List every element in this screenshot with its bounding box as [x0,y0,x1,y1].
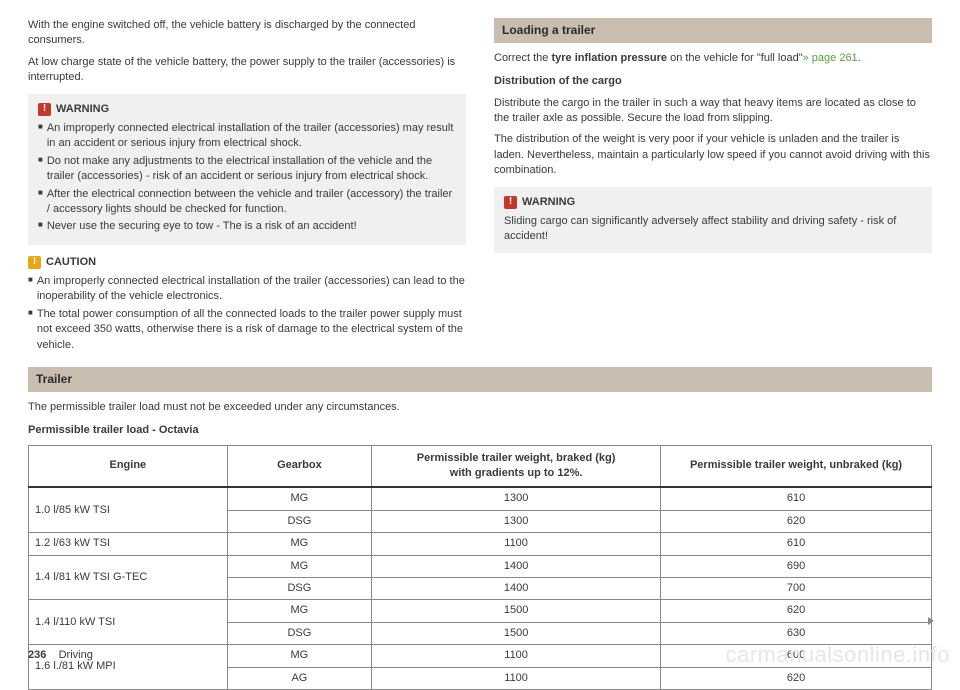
warning-text: After the electrical connection between … [47,187,456,218]
cell-unbraked: 610 [661,533,932,555]
page-footer: 236 Driving [28,648,93,663]
col-braked: Permissible trailer weight, braked (kg)w… [372,445,661,487]
cell-braked: 1400 [372,577,661,599]
caution-title: ! CAUTION [28,255,466,270]
caution-label: CAUTION [46,255,96,270]
table-title: Permissible trailer load - Octavia [28,423,932,438]
body-text: Distribute the cargo in the trailer in s… [494,96,932,127]
cell-braked: 1500 [372,600,661,622]
continue-arrow-icon [928,617,934,625]
bullet-icon: ■ [28,274,33,305]
cell-unbraked: 690 [661,555,932,577]
warning-title: ! WARNING [504,195,922,210]
col-unbraked: Permissible trailer weight, unbraked (kg… [661,445,932,487]
watermark: carmanualsonline.info [725,640,950,671]
cell-unbraked: 700 [661,577,932,599]
caution-text: The total power consumption of all the c… [37,307,466,353]
cell-braked: 1100 [372,667,661,689]
body-text: The distribution of the weight is very p… [494,132,932,178]
right-column: Loading a trailer Correct the tyre infla… [494,18,932,355]
col-gearbox: Gearbox [227,445,371,487]
cell-braked: 1500 [372,622,661,644]
warning-item: ■An improperly connected electrical inst… [38,121,456,152]
two-column-layout: With the engine switched off, the vehicl… [28,18,932,355]
warning-text: Sliding cargo can significantly adversel… [504,214,922,245]
cell-gearbox: MG [227,600,371,622]
bullet-icon: ■ [38,154,43,185]
cell-unbraked: 610 [661,487,932,510]
cell-gearbox: MG [227,555,371,577]
cell-unbraked: 620 [661,600,932,622]
text-bold: tyre inflation pressure [551,52,667,64]
cell-gearbox: MG [227,645,371,667]
cell-gearbox: DSG [227,622,371,644]
sub-heading: Distribution of the cargo [494,74,932,89]
warning-label: WARNING [522,195,575,210]
body-text: The permissible trailer load must not be… [28,400,932,415]
warning-box: ! WARNING ■An improperly connected elect… [28,94,466,245]
page-link[interactable]: » page 261 [803,52,858,64]
warning-text: Never use the securing eye to tow - The … [47,219,357,234]
caution-text: An improperly connected electrical insta… [37,274,466,305]
table-row: 1.4 l/81 kW TSI G-TEC MG 1400 690 [29,555,932,577]
text-fragment: Correct the [494,52,551,64]
warning-item: ■ Never use the securing eye to tow - The… [38,219,456,234]
col-engine: Engine [29,445,228,487]
bullet-icon: ■ [28,307,33,353]
page-content: With the engine switched off, the vehicl… [0,0,960,690]
cell-gearbox: AG [227,667,371,689]
chapter-name: Driving [59,649,93,661]
warning-icon: ! [504,196,517,209]
left-column: With the engine switched off, the vehicl… [28,18,466,355]
cell-braked: 1100 [372,645,661,667]
section-header-loading: Loading a trailer [494,18,932,43]
warning-icon: ! [38,103,51,116]
body-text: With the engine switched off, the vehicl… [28,18,466,49]
cell-gearbox: DSG [227,577,371,599]
cell-gearbox: MG [227,533,371,555]
body-text: At low charge state of the vehicle batte… [28,55,466,86]
caution-item: ■An improperly connected electrical inst… [28,274,466,305]
cell-gearbox: MG [227,487,371,510]
table-row: 1.2 l/63 kW TSI MG 1100 610 [29,533,932,555]
sub-heading-text: Distribution of the cargo [494,75,622,87]
table-row: 1.0 l/85 kW TSI MG 1300 610 [29,487,932,510]
cell-engine: 1.4 l/110 kW TSI [29,600,228,645]
cell-unbraked: 620 [661,510,932,532]
cell-gearbox: DSG [227,510,371,532]
cell-braked: 1300 [372,510,661,532]
cell-engine: 1.4 l/81 kW TSI G-TEC [29,555,228,600]
warning-item: ■Do not make any adjustments to the elec… [38,154,456,185]
page-number: 236 [28,649,46,661]
cell-engine: 1.0 l/85 kW TSI [29,487,228,532]
bullet-icon: ■ [38,121,43,152]
caution-item: ■The total power consumption of all the … [28,307,466,353]
text-fragment: on the vehicle for "full load" [667,52,803,64]
body-text: Correct the tyre inflation pressure on t… [494,51,932,66]
warning-box: ! WARNING Sliding cargo can significantl… [494,187,932,253]
warning-label: WARNING [56,102,109,117]
warning-text: An improperly connected electrical insta… [47,121,456,152]
bullet-icon: ■ [38,219,43,234]
cell-braked: 1100 [372,533,661,555]
table-row: 1.4 l/110 kW TSI MG 1500 620 [29,600,932,622]
warning-title: ! WARNING [38,102,456,117]
warning-text: Do not make any adjustments to the elect… [47,154,456,185]
cell-braked: 1400 [372,555,661,577]
cell-braked: 1300 [372,487,661,510]
text-fragment: . [858,52,861,64]
section-header-trailer: Trailer [28,367,932,392]
cell-engine: 1.2 l/63 kW TSI [29,533,228,555]
table-header-row: Engine Gearbox Permissible trailer weigh… [29,445,932,487]
warning-item: ■After the electrical connection between… [38,187,456,218]
caution-icon: ! [28,256,41,269]
bullet-icon: ■ [38,187,43,218]
